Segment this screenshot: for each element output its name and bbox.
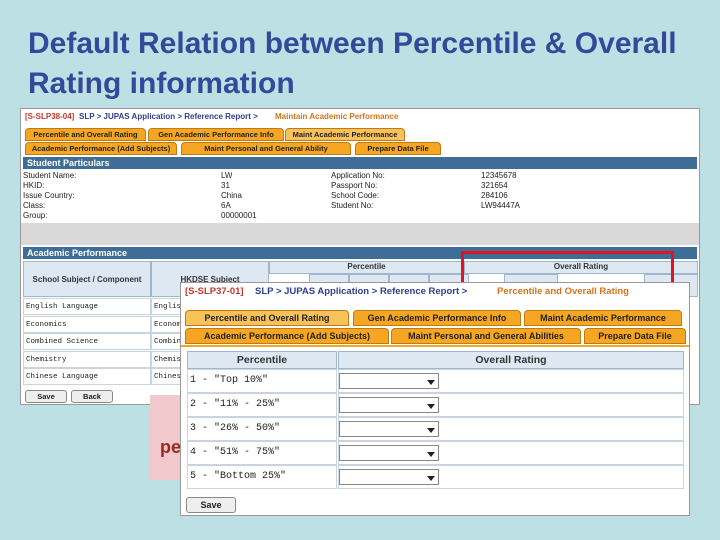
front-screenshot: [S-SLP37-01] SLP > JUPAS Application > Re… <box>180 282 690 516</box>
tab[interactable]: Maint Academic Performance <box>524 310 682 326</box>
section-header: Academic Performance <box>23 247 697 259</box>
dropdown-arrow <box>427 476 435 481</box>
tab[interactable]: Maint Academic Performance <box>285 128 405 141</box>
field-label: School Code: <box>331 191 380 200</box>
column-header: School Subject / Component <box>23 261 151 297</box>
breadcrumb: SLP > JUPAS Application > Reference Repo… <box>255 286 468 297</box>
field-value: 6A <box>221 201 231 210</box>
field-value: 284106 <box>481 191 508 200</box>
column-header: Percentile <box>187 351 337 369</box>
column-header: Percentile <box>269 261 464 274</box>
button[interactable]: Back <box>71 390 113 403</box>
page-code: [S-SLP38-04] <box>25 112 75 121</box>
field-label: Class: <box>23 201 46 210</box>
field-value: 321654 <box>481 181 508 190</box>
breadcrumb-current: Percentile and Overall Rating <box>497 286 629 297</box>
percentile-row: 3 - "26% - 50%" <box>187 417 337 441</box>
tab[interactable]: Prepare Data File <box>355 142 441 155</box>
dropdown-arrow <box>427 380 435 385</box>
column-header: Overall Rating <box>464 261 698 274</box>
tab[interactable]: Percentile and Overall Rating <box>185 310 349 326</box>
subject: English Language <box>23 298 151 315</box>
subject: Chinese Language <box>23 368 151 385</box>
tab[interactable]: Prepare Data File <box>584 328 686 344</box>
tab[interactable]: Academic Performance (Add Subjects) <box>25 142 177 155</box>
tab[interactable]: Percentile and Overall Rating <box>25 128 146 141</box>
breadcrumb: SLP > JUPAS Application > Reference Repo… <box>79 112 258 121</box>
tab[interactable]: Maint Personal and General Ability <box>181 142 351 155</box>
dropdown-arrow <box>427 404 435 409</box>
field-label: Student No: <box>331 201 374 210</box>
slide-title: Default Relation between Percentile & Ov… <box>28 27 677 100</box>
field-value: LW94447A <box>481 201 520 210</box>
rating-select[interactable] <box>339 373 439 389</box>
field-label: Group: <box>23 211 48 220</box>
column-header: Overall Rating <box>338 351 684 369</box>
field-value: 00000001 <box>221 211 257 220</box>
page-code: [S-SLP37-01] <box>185 286 244 297</box>
field-label: Student Name: <box>23 171 77 180</box>
breadcrumb-current: Maintain Academic Performance <box>275 112 399 121</box>
percentile-row: 2 - "11% - 25%" <box>187 393 337 417</box>
back-screenshot: [S-SLP38-04] SLP > JUPAS Application > Re… <box>20 108 700 405</box>
button[interactable]: Save <box>186 497 236 513</box>
subject: Economics <box>23 315 151 333</box>
percentile-row: 4 - "51% - 75%" <box>187 441 337 465</box>
rule <box>181 345 689 347</box>
field-label: Passport No: <box>331 181 378 190</box>
field-value: China <box>221 191 242 200</box>
gray-band <box>21 223 699 245</box>
tab[interactable]: Academic Performance (Add Subjects) <box>185 328 389 344</box>
percentile-row: 5 - "Bottom 25%" <box>187 465 337 489</box>
field-label: Issue Country: <box>23 191 75 200</box>
rating-select[interactable] <box>339 397 439 413</box>
tab[interactable]: Gen Academic Performance Info <box>148 128 284 141</box>
field-value: LW <box>221 171 233 180</box>
button[interactable]: Save <box>25 390 67 403</box>
subject: Combined Science <box>23 333 151 350</box>
field-label: HKID: <box>23 181 45 190</box>
percentile-row: 1 - "Top 10%" <box>187 369 337 393</box>
field-label: Application No: <box>331 171 385 180</box>
field-value: 31 <box>221 181 230 190</box>
rating-select[interactable] <box>339 445 439 461</box>
note-text: pe <box>160 437 182 457</box>
tab[interactable]: Gen Academic Performance Info <box>353 310 521 326</box>
field-value: 12345678 <box>481 171 517 180</box>
rating-select[interactable] <box>339 421 439 437</box>
subject: Chemistry <box>23 350 151 368</box>
dropdown-arrow <box>427 428 435 433</box>
dropdown-arrow <box>427 452 435 457</box>
rating-select[interactable] <box>339 469 439 485</box>
section-header: Student Particulars <box>23 157 697 169</box>
tab[interactable]: Maint Personal and General Abilities <box>391 328 581 344</box>
